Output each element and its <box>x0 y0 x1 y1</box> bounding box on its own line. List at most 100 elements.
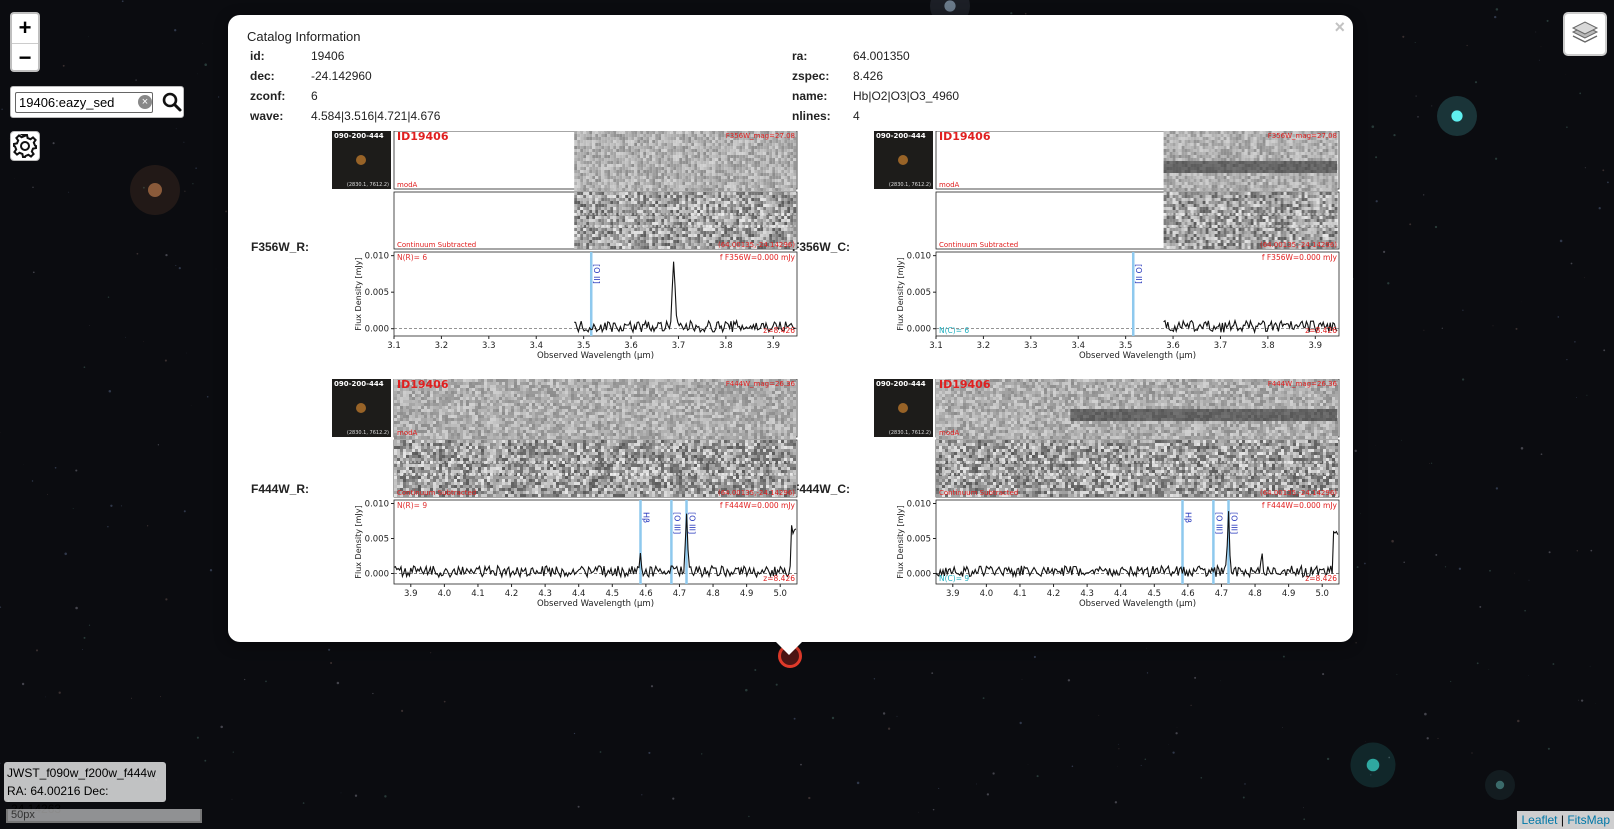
pixel <box>1277 137 1281 140</box>
pixel <box>766 176 770 179</box>
pixel <box>694 246 698 249</box>
pixel <box>1178 143 1182 146</box>
pixel <box>1229 134 1233 137</box>
pixel <box>784 146 788 149</box>
star <box>75 606 78 610</box>
pixel <box>670 170 674 173</box>
pixel <box>601 140 605 143</box>
pixel <box>643 222 647 225</box>
pixel <box>715 152 719 155</box>
pixel <box>1217 146 1221 149</box>
pixel <box>721 192 725 195</box>
star <box>1476 662 1479 665</box>
pixel <box>655 134 659 137</box>
zoom-out-button[interactable]: − <box>18 45 32 70</box>
zoom-in-button[interactable]: + <box>12 14 38 44</box>
pixel <box>745 207 749 210</box>
pixel <box>589 167 593 170</box>
pixel <box>667 134 671 137</box>
pixel <box>793 161 797 164</box>
attribution: Leaflet | FitsMap <box>1517 811 1614 829</box>
pixel <box>1244 149 1248 152</box>
pixel <box>1181 198 1185 201</box>
clear-icon[interactable]: × <box>138 95 152 109</box>
pixel <box>646 143 650 146</box>
pixel <box>769 146 773 149</box>
pixel <box>685 243 689 246</box>
pixel <box>661 137 665 140</box>
pixel <box>700 192 704 195</box>
pixel <box>1256 185 1260 188</box>
pixel <box>1211 204 1215 207</box>
pixel <box>580 219 584 222</box>
pixel <box>1328 192 1332 195</box>
pixel <box>1259 152 1263 155</box>
star <box>1423 194 1425 196</box>
pixel <box>1313 195 1317 198</box>
pixel <box>601 198 605 201</box>
pixel <box>679 134 683 137</box>
pixel <box>1322 155 1326 158</box>
pixel <box>598 185 602 188</box>
pixel <box>1283 179 1287 182</box>
pixel <box>676 213 680 216</box>
pixel <box>757 170 761 173</box>
fitsmap-link[interactable]: FitsMap <box>1567 813 1610 827</box>
pixel <box>754 216 758 219</box>
leaflet-link[interactable]: Leaflet <box>1521 813 1558 827</box>
pixel <box>667 192 671 195</box>
pixel <box>685 201 689 204</box>
pixel <box>1277 195 1281 198</box>
pixel <box>688 149 692 152</box>
pixel <box>1226 195 1230 198</box>
pixel <box>1211 182 1215 185</box>
pixel <box>607 222 611 225</box>
pixel <box>634 143 638 146</box>
pixel <box>754 231 758 234</box>
pixel <box>766 213 770 216</box>
pixel <box>778 204 782 207</box>
pixel <box>691 240 695 243</box>
close-icon[interactable]: × <box>1334 17 1345 37</box>
pixel <box>742 146 746 149</box>
pixel <box>763 201 767 204</box>
settings-button[interactable] <box>10 131 40 161</box>
pixel <box>1244 182 1248 185</box>
pixel <box>1223 143 1227 146</box>
pixel <box>598 158 602 161</box>
pixel <box>1244 195 1248 198</box>
pixel <box>1247 131 1251 134</box>
pixel <box>616 188 620 191</box>
pixel <box>1286 143 1290 146</box>
pixel <box>1271 185 1275 188</box>
star <box>32 271 35 274</box>
layers-button[interactable] <box>1563 12 1607 56</box>
pixel <box>784 149 788 152</box>
pixel <box>637 231 641 234</box>
pixel <box>775 131 779 134</box>
pixel <box>751 143 755 146</box>
pixel <box>625 243 629 246</box>
search-input[interactable] <box>15 92 153 113</box>
pixel <box>769 185 773 188</box>
pixel <box>751 155 755 158</box>
pixel <box>661 237 665 240</box>
pixel <box>661 131 665 134</box>
pixel <box>1238 140 1242 143</box>
pixel <box>1271 140 1275 143</box>
search-icon[interactable] <box>161 91 183 113</box>
pixel <box>580 213 584 216</box>
pixel <box>1289 185 1293 188</box>
pixel <box>1265 204 1269 207</box>
pixel <box>1265 185 1269 188</box>
pixel <box>742 201 746 204</box>
pixel <box>793 237 797 240</box>
pixel <box>697 192 701 195</box>
pixel <box>586 185 590 188</box>
pixel <box>1280 143 1284 146</box>
pixel <box>1325 192 1329 195</box>
pixel <box>718 149 722 152</box>
pixel <box>664 188 668 191</box>
pixel <box>703 146 707 149</box>
pixel <box>604 240 608 243</box>
